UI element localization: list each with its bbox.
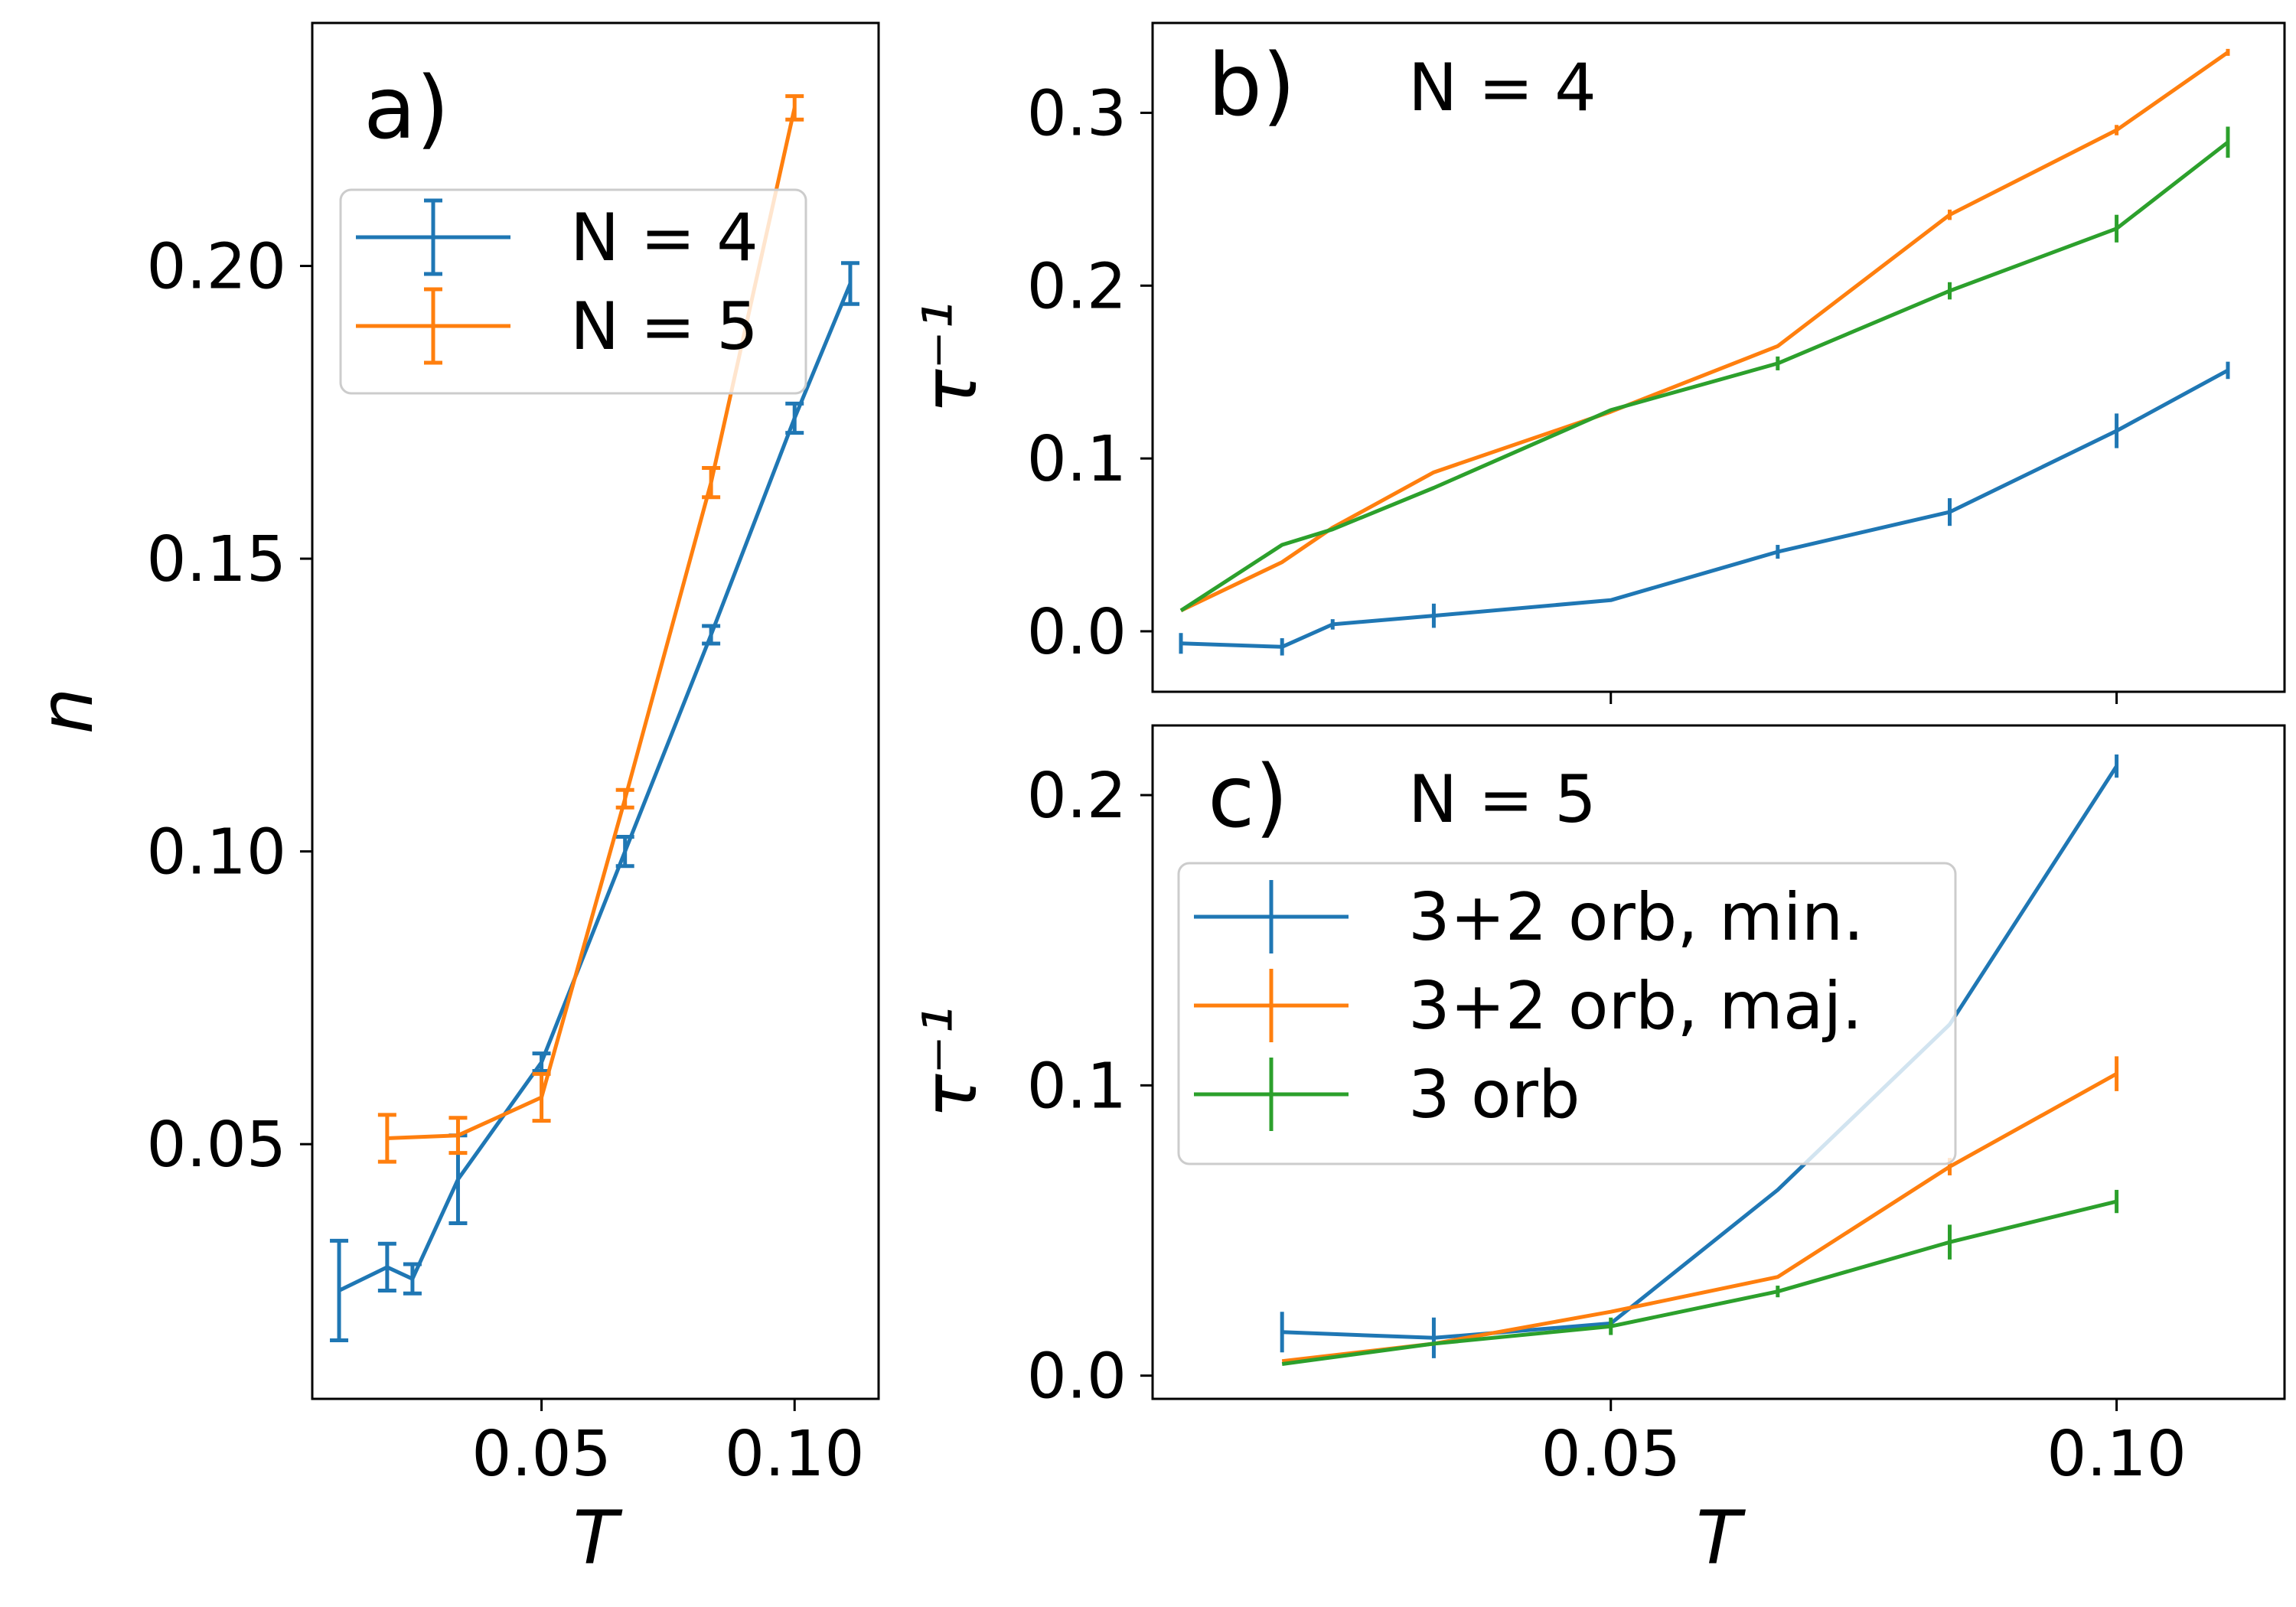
legend-item-a-1: N = 5 (356, 287, 758, 365)
data-point-a-0-0 (330, 1238, 349, 1342)
panel-label-b: b) (1208, 36, 1296, 135)
data-point-a-0-5 (615, 834, 634, 869)
legend-item-c-2: 3 orb (1194, 1057, 1580, 1133)
panel-label-c: c) (1208, 748, 1288, 847)
panel-c: 0.05 0.10 0.0 0.1 0.2 Tτ⁻¹ c) N = 5 3+2 orb, min… (908, 724, 2286, 1581)
data-point-a-0-1 (377, 1241, 396, 1292)
y-tick-label-a-0: 0.05 (146, 1109, 286, 1182)
data-point-a-0-7 (785, 401, 804, 435)
y-tick-label-c-0: 0.0 (1027, 1341, 1127, 1413)
data-point-a-1-5 (785, 94, 804, 122)
panel-b-series (1179, 48, 2230, 656)
panel-a-series (330, 94, 859, 1342)
data-point-a-1-1 (448, 1116, 468, 1156)
legend-frame-c (1177, 862, 1957, 1165)
x-tick-label-a-1: 0.10 (725, 1418, 865, 1491)
y-tick-label-a-2: 0.15 (146, 523, 286, 596)
series-line-c-0 (1282, 764, 2118, 1340)
y-tick-label-c-1: 0.1 (1027, 1050, 1127, 1123)
y-axis-label-b: τ⁻¹ (908, 302, 993, 414)
y-tick-label-a-1: 0.10 (146, 817, 286, 889)
series-line-c-2 (1281, 1199, 2118, 1366)
y-tick-label-a-3: 0.20 (146, 231, 286, 304)
x-tick-label-c-0: 0.05 (1541, 1418, 1681, 1491)
panel-a: 0.05 0.10 0.05 0.10 0.15 0.20 Tn a) N = 4 N = 5 (24, 21, 880, 1581)
data-point-a-0-2 (403, 1262, 422, 1296)
series-line-a-1 (386, 107, 797, 1140)
legend-item-c-0: 3+2 orb, min. (1194, 879, 1864, 956)
legend-label-c-0: 3+2 orb, min. (1408, 879, 1864, 956)
series-line-b-2 (1179, 140, 2229, 612)
x-tick-label-a-0: 0.05 (471, 1418, 612, 1491)
legend-label-c-1: 3+2 orb, maj. (1408, 968, 1863, 1045)
y-tick-label-b-0: 0.0 (1027, 596, 1127, 669)
data-point-a-1-2 (532, 1071, 551, 1123)
data-point-a-0-6 (702, 624, 721, 646)
legend-frame-a (339, 188, 807, 395)
y-tick-label-c-2: 0.2 (1027, 760, 1127, 833)
x-tick-label-c-1: 0.10 (2047, 1418, 2187, 1491)
y-tick-label-b-3: 0.3 (1027, 77, 1127, 150)
y-axis-label-c: τ⁻¹ (908, 1006, 993, 1119)
data-point-a-1-4 (702, 465, 721, 500)
panel-annotation-b: N = 4 (1408, 50, 1596, 126)
legend-label-c-2: 3 orb (1408, 1057, 1580, 1133)
y-tick-label-b-2: 0.2 (1027, 250, 1127, 323)
panel-a-frame (311, 21, 880, 1400)
data-point-a-1-0 (377, 1113, 396, 1164)
y-tick-label-b-1: 0.1 (1027, 423, 1127, 496)
data-point-a-1-3 (615, 787, 634, 810)
series-line-a-0 (338, 282, 853, 1292)
panel-b: 0.0 0.1 0.2 0.3 τ⁻¹ b) N = 4 (908, 21, 2286, 704)
x-axis-label-c: T (1696, 1495, 1746, 1581)
legend-item-a-0: N = 4 (356, 198, 758, 276)
panel-c-frame (1151, 724, 2286, 1400)
x-axis-label-a: T (573, 1495, 623, 1581)
legend-a: N = 4 N = 5 (339, 188, 807, 395)
series-line-b-0 (1180, 368, 2229, 649)
legend-label-a-1: N = 5 (570, 288, 758, 365)
panel-c-series (1280, 754, 2119, 1366)
panel-label-a: a) (364, 59, 449, 158)
panel-annotation-c: N = 5 (1408, 761, 1596, 838)
legend-c: 3+2 orb, min. 3+2 orb, maj. 3 orb (1177, 862, 1957, 1165)
panel-b-frame (1151, 21, 2286, 693)
data-point-a-0-8 (840, 261, 859, 306)
legend-item-c-1: 3+2 orb, maj. (1194, 968, 1863, 1045)
y-axis-label-a: n (24, 688, 109, 735)
legend-label-a-0: N = 4 (570, 200, 758, 276)
